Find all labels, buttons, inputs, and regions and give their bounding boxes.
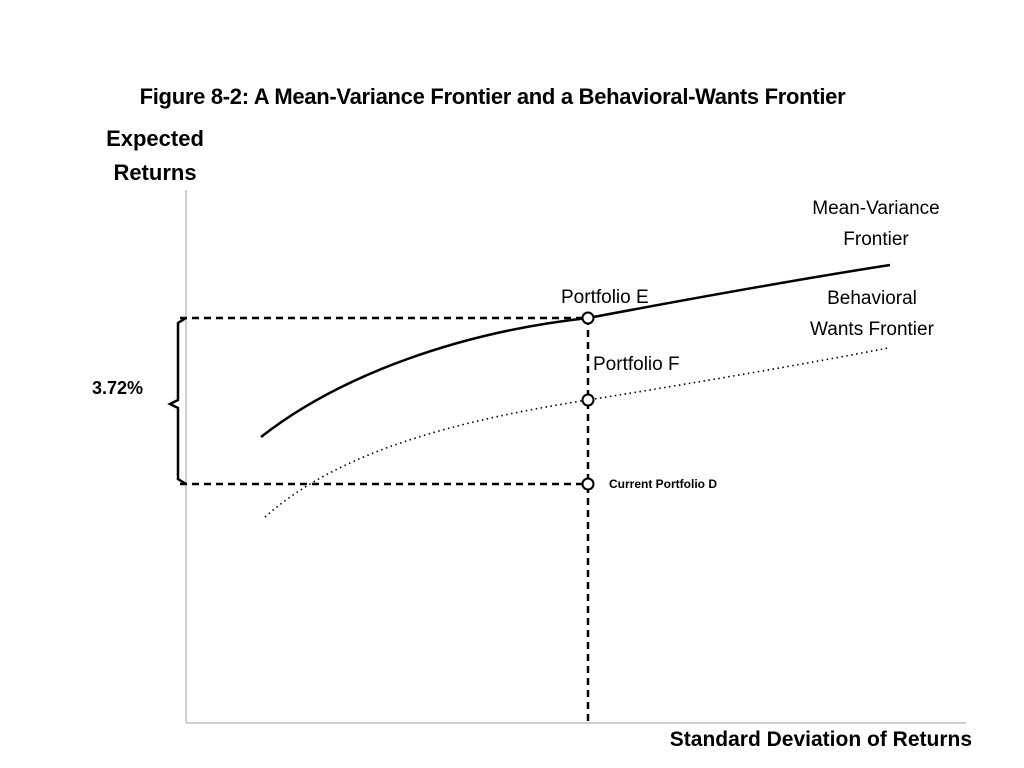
figure-title: Figure 8-2: A Mean-Variance Frontier and…: [139, 84, 846, 109]
behavioral-wants-label: Behavioral Wants Frontier: [810, 288, 934, 340]
x-axis-label: Standard Deviation of Returns: [669, 728, 972, 751]
behavioral-wants-curve: [264, 347, 889, 518]
portfolio-e-label: Portfolio E: [561, 287, 649, 308]
bracket: [167, 316, 187, 486]
portfolio-d-label: Current Portfolio D: [609, 477, 717, 491]
y-axis-label-line2: Returns: [113, 160, 197, 185]
portfolio-f-marker: [581, 393, 595, 407]
return-difference-label: 3.72%: [92, 378, 144, 398]
portfolio-d-marker: [581, 477, 595, 491]
mean-variance-label: Mean-Variance Frontier: [812, 198, 940, 250]
portfolio-e-marker: [581, 311, 595, 325]
y-axis-label: Expected Returns: [80, 122, 230, 190]
y-axis-label-line1: Expected: [106, 126, 204, 151]
portfolio-f-label: Portfolio F: [593, 354, 680, 375]
